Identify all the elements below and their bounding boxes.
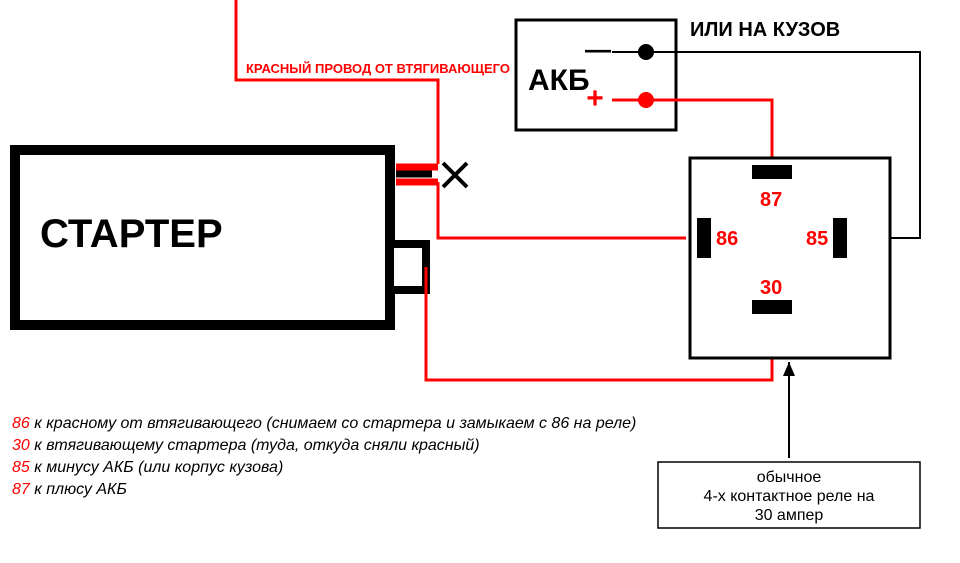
legend-row: 87 к плюсу АКБ: [12, 481, 127, 498]
relay-box: [690, 158, 890, 358]
relay-pin-label-85: 85: [806, 228, 828, 250]
battery-neg-note: ИЛИ НА КУЗОВ: [690, 19, 840, 41]
battery-minus-terminal: [638, 44, 654, 60]
relay-pin-30: [752, 300, 792, 314]
battery-plus-terminal: [638, 92, 654, 108]
battery-plus-sign: +: [586, 82, 604, 115]
wire-label-top: КРАСНЫЙ ПРОВОД ОТ ВТЯГИВАЮЩЕГО: [246, 61, 510, 76]
relay-pin-86: [697, 218, 711, 258]
battery-minus-sign: —: [585, 34, 611, 64]
starter-label: СТАРТЕР: [40, 212, 223, 256]
relay-pin-label-86: 86: [716, 228, 738, 250]
legend-row: 30 к втягивающему стартера (туда, откуда…: [12, 437, 480, 454]
relay-note-line: обычное: [757, 469, 822, 486]
relay-pin-85: [833, 218, 847, 258]
relay-pin-87: [752, 165, 792, 179]
relay-note-line: 30 ампер: [755, 507, 824, 524]
relay-pin-label-30: 30: [760, 277, 782, 299]
battery-label: АКБ: [528, 64, 590, 97]
relay-pin-label-87: 87: [760, 189, 782, 211]
legend-row: 86 к красному от втягивающего (снимаем с…: [12, 415, 636, 432]
legend-row: 85 к минусу АКБ (или корпус кузова): [12, 459, 283, 476]
relay-note-line: 4-х контактное реле на: [704, 488, 875, 505]
